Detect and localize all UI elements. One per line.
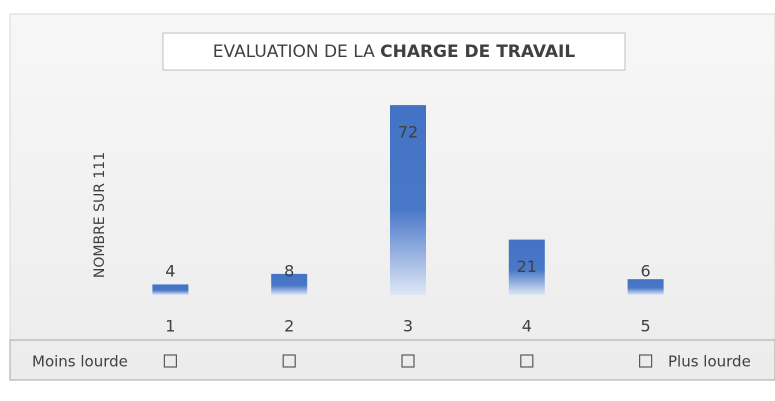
x-tick-label: 1 bbox=[165, 317, 175, 336]
data-label: 72 bbox=[398, 123, 418, 142]
bar bbox=[508, 239, 545, 295]
checkbox bbox=[282, 354, 296, 368]
x-tick-label: 4 bbox=[522, 317, 532, 336]
x-tick-label: 5 bbox=[641, 317, 651, 336]
bar bbox=[152, 284, 189, 295]
data-label: 8 bbox=[284, 262, 294, 281]
checkbox bbox=[638, 354, 653, 368]
x-tick-label: 2 bbox=[284, 317, 294, 336]
checkbox bbox=[401, 354, 415, 368]
title-bold: CHARGE DE TRAVAIL bbox=[380, 42, 575, 62]
checkbox bbox=[163, 354, 177, 368]
chart-title: EVALUATION DE LA CHARGE DE TRAVAIL bbox=[213, 42, 576, 62]
x-tick-label: 3 bbox=[403, 317, 413, 336]
title-box bbox=[162, 32, 626, 71]
scale-label-left: Moins lourde bbox=[32, 353, 128, 371]
bar bbox=[271, 273, 308, 295]
bar bbox=[390, 105, 426, 295]
data-label: 6 bbox=[641, 262, 651, 281]
data-label: 21 bbox=[517, 257, 537, 276]
y-axis-label: NOMBRE SUR 111 bbox=[92, 152, 108, 278]
scale-row bbox=[9, 339, 775, 381]
data-label: 4 bbox=[165, 262, 175, 281]
checkbox bbox=[520, 354, 534, 368]
scale-label-right: Plus lourde bbox=[668, 353, 751, 371]
title-plain: EVALUATION DE LA bbox=[213, 42, 375, 62]
bar bbox=[627, 279, 664, 295]
